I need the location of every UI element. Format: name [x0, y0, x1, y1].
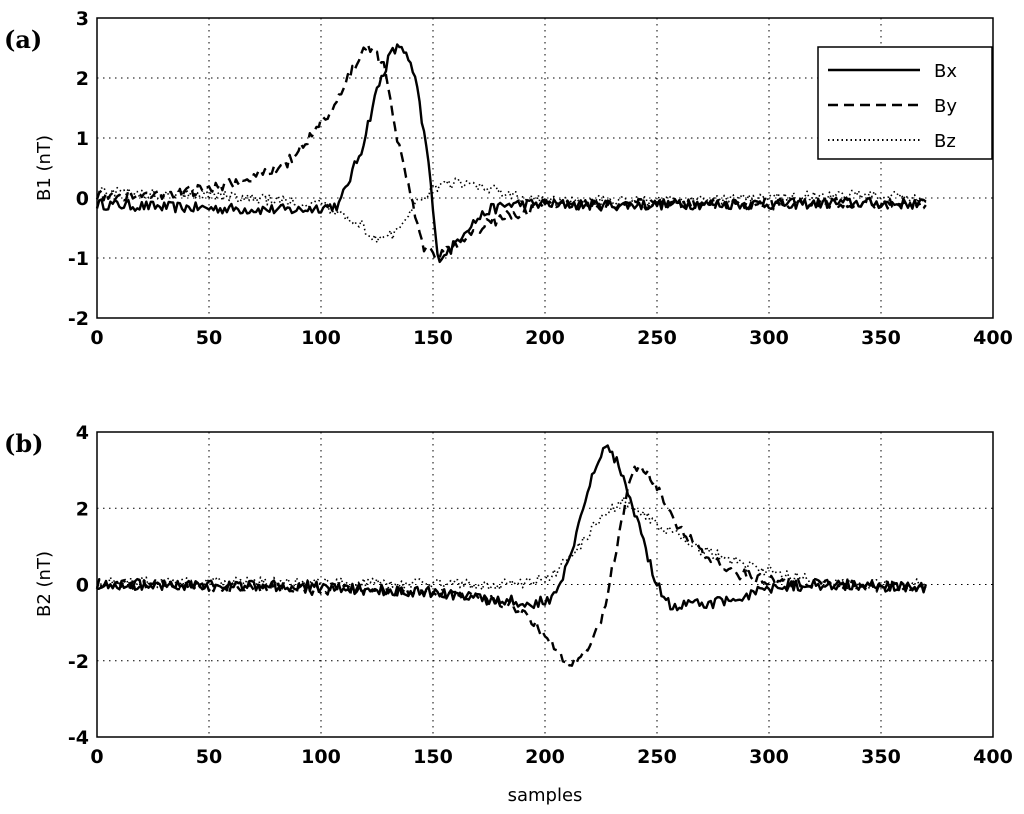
x-tick-label: 0: [90, 746, 103, 768]
y-tick-label: 0: [76, 575, 89, 597]
tick-labels-a: 0 50 100 150 200 250 300 350 400 -2 -1 0 1 2 3: [68, 8, 1013, 349]
x-tick-label: 150: [413, 327, 453, 349]
x-tick-label: 50: [196, 746, 222, 768]
x-tick-label: 250: [637, 327, 677, 349]
x-tick-label: 150: [413, 746, 453, 768]
y-tick-label: -2: [68, 308, 89, 330]
y-tick-label: -1: [68, 248, 89, 270]
x-tick-label: 200: [525, 327, 565, 349]
y-tick-label: 3: [76, 8, 89, 30]
panel-label-a: (a): [4, 25, 42, 54]
plot-frame-a: [96, 17, 994, 319]
legend-label-bz: Bz: [934, 131, 956, 152]
legend-label-by: By: [934, 96, 957, 117]
series-line-by: [95, 464, 927, 668]
x-tick-label: 350: [861, 746, 901, 768]
series-line-bz: [96, 496, 927, 591]
x-tick-label: 400: [973, 746, 1013, 768]
x-tick-label: 100: [301, 327, 341, 349]
series-line-by: [95, 43, 927, 260]
series-line-bz: [96, 177, 927, 244]
plot-frame-b: [96, 431, 994, 738]
y-tick-label: 1: [76, 128, 89, 150]
chart-panel-a: 0 50 100 150 200 250 300 350 400 -2 -1 0 1 2 3 B1 (nT)…: [34, 8, 1013, 349]
x-tick-label: 300: [749, 327, 789, 349]
x-tick-label: 250: [637, 746, 677, 768]
y-tick-label: 4: [76, 422, 89, 444]
series-group-a: [95, 43, 927, 264]
y-tick-label: 2: [76, 68, 89, 90]
y-axis-label-b: B2 (nT): [34, 551, 55, 617]
y-tick-label: -2: [68, 651, 89, 673]
x-tick-label: 400: [973, 327, 1013, 349]
tick-labels-b: 0 50 100 150 200 250 300 350 400 -4 -2 0 2 4: [68, 422, 1013, 768]
y-tick-label: -4: [68, 727, 89, 749]
legend-label-bx: Bx: [934, 61, 957, 82]
x-tick-label: 0: [90, 327, 103, 349]
series-group-b: [95, 444, 927, 668]
x-tick-label: 300: [749, 746, 789, 768]
panel-label-b: (b): [4, 429, 44, 458]
x-tick-label: 200: [525, 746, 565, 768]
x-tick-label: 100: [301, 746, 341, 768]
legend-box: [817, 46, 993, 160]
y-tick-label: 2: [76, 498, 89, 520]
series-line-bx: [95, 43, 927, 264]
grid-a: [97, 18, 993, 318]
y-tick-label: 0: [76, 188, 89, 210]
x-axis-label-b: samples: [508, 785, 583, 806]
series-line-bx: [96, 444, 927, 612]
legend: Bx By Bz: [817, 46, 993, 160]
y-axis-label-a: B1 (nT): [34, 135, 55, 201]
x-tick-label: 50: [196, 327, 222, 349]
x-tick-label: 350: [861, 327, 901, 349]
